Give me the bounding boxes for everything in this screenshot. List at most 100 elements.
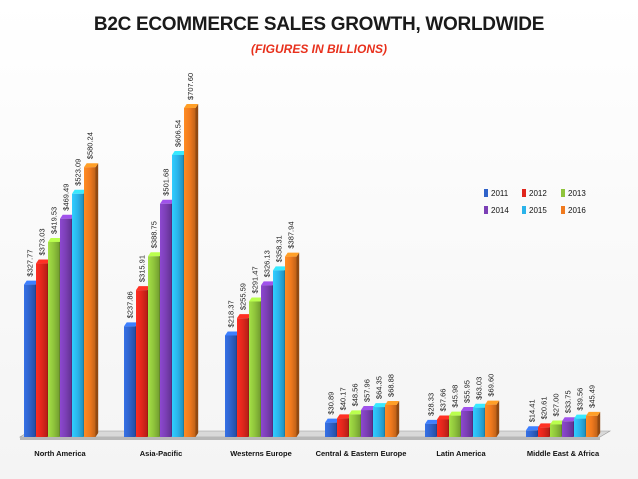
legend-swatch <box>561 206 565 214</box>
bar-top <box>160 199 175 204</box>
bar-top <box>550 420 565 425</box>
category-label: Latin America <box>436 449 486 458</box>
bar-front <box>526 430 538 437</box>
chart-floor-edge <box>20 437 600 440</box>
bar-top <box>225 331 240 336</box>
bar-value-label: $57.96 <box>363 379 372 402</box>
bar-value-label: $33.75 <box>564 390 573 413</box>
bar-value-label: $419.53 <box>50 207 59 234</box>
bar-front <box>285 256 297 437</box>
bar-front <box>538 427 550 437</box>
bar-front <box>461 410 473 437</box>
bar-top <box>325 418 340 423</box>
category-label: Asia-Pacific <box>140 449 183 458</box>
bar-2016-3 <box>385 400 400 437</box>
legend-label: 2013 <box>568 189 586 198</box>
bar-top <box>449 411 464 416</box>
bar-front <box>84 167 96 437</box>
bar-top <box>124 322 139 327</box>
legend-label: 2014 <box>491 206 509 215</box>
bar-value-label: $40.17 <box>339 387 348 410</box>
bar-top <box>361 406 376 411</box>
bar-side <box>95 163 99 437</box>
bar-front <box>225 335 237 437</box>
bar-top <box>72 189 87 194</box>
bar-value-label: $37.66 <box>439 389 448 412</box>
bar-front <box>373 407 385 437</box>
bar-top <box>285 252 300 257</box>
bar-top <box>184 104 199 108</box>
bar-top <box>437 415 452 420</box>
bar-front <box>349 414 361 437</box>
bar-value-label: $326.13 <box>263 250 272 277</box>
bar-value-label: $358.31 <box>275 235 284 262</box>
bar-front <box>325 422 337 437</box>
bar-value-label: $20.61 <box>540 396 549 419</box>
bar-top <box>36 259 51 264</box>
bar-value-label: $501.68 <box>162 169 171 196</box>
bar-value-label: $580.24 <box>86 132 95 159</box>
bar-top <box>24 280 39 285</box>
bar-top <box>48 237 63 242</box>
bar-top <box>60 214 75 219</box>
bar-2016-0 <box>84 163 99 437</box>
category-label: North America <box>34 449 86 458</box>
bar-top <box>473 403 488 408</box>
bar-value-label: $255.59 <box>239 283 248 310</box>
bar-value-label: $523.09 <box>74 159 83 186</box>
bar-front <box>184 108 196 437</box>
bar-value-label: $63.03 <box>475 377 484 400</box>
bar-top <box>337 414 352 419</box>
bar-front <box>36 263 48 437</box>
bar-front <box>425 423 437 437</box>
bar-front <box>385 404 397 437</box>
bar-2016-5 <box>586 411 601 437</box>
chart-floor <box>18 430 612 438</box>
bar-value-label: $69.60 <box>487 374 496 397</box>
legend-swatch <box>484 189 488 197</box>
bar-side <box>496 400 500 437</box>
bar-front <box>562 421 574 437</box>
legend-swatch <box>522 189 526 197</box>
bar-value-label: $48.56 <box>351 383 360 406</box>
chart-title: B2C ECOMMERCE SALES GROWTH, WORLDWIDE <box>93 14 545 35</box>
bar-front <box>261 285 273 437</box>
bar-value-label: $606.54 <box>174 120 183 147</box>
bar-front <box>449 415 461 437</box>
bar-front <box>586 415 598 437</box>
bar-top <box>261 281 276 286</box>
bar-top <box>136 286 151 291</box>
bar-value-label: $469.49 <box>62 184 71 211</box>
bar-value-label: $315.91 <box>138 255 147 282</box>
bar-top <box>237 314 252 319</box>
bar-front <box>60 218 72 437</box>
bar-front <box>148 256 160 437</box>
legend-label: 2011 <box>491 189 509 198</box>
bar-top <box>425 419 440 424</box>
bar-front <box>172 154 184 437</box>
bar-value-label: $237.86 <box>126 291 135 318</box>
bar-top <box>485 400 500 405</box>
bar-value-label: $218.37 <box>227 300 236 327</box>
bar-front <box>550 424 562 437</box>
legend-label: 2016 <box>568 206 586 215</box>
bar-front <box>337 418 349 437</box>
bar-top <box>461 406 476 411</box>
bar-side <box>195 104 199 437</box>
legend-swatch <box>561 189 565 197</box>
legend-swatch <box>484 206 488 214</box>
bar-top <box>349 410 364 415</box>
bar-top <box>273 266 288 271</box>
legend-label: 2012 <box>529 189 547 198</box>
bar-front <box>473 407 485 437</box>
bar-top <box>574 414 589 419</box>
bar-value-label: $30.89 <box>327 392 336 415</box>
bar-top <box>562 417 577 422</box>
bar-top <box>586 411 601 416</box>
bar-value-label: $387.94 <box>287 222 296 249</box>
bar-front <box>437 419 449 437</box>
bar-value-label: $14.41 <box>528 399 537 422</box>
bar-side <box>597 411 601 437</box>
bar-value-label: $27.00 <box>552 393 561 416</box>
